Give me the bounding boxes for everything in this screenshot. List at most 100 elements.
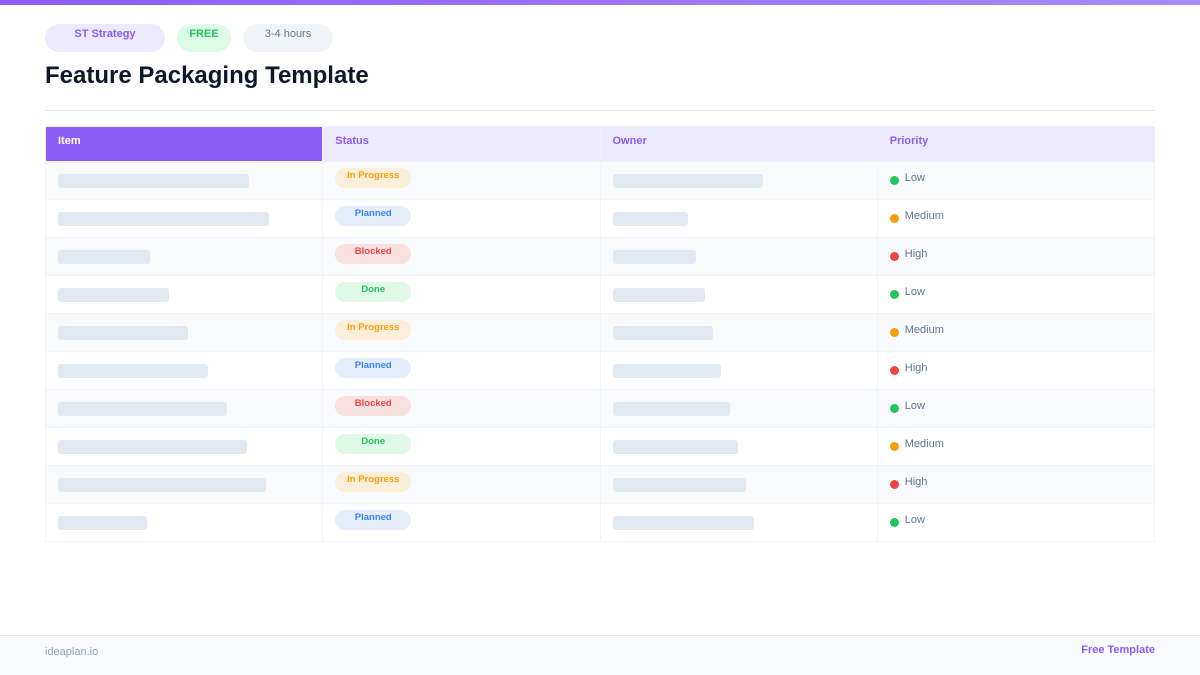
status-cell: In Progress — [322, 465, 601, 504]
status-cell: Planned — [322, 351, 601, 390]
item-placeholder — [58, 439, 247, 454]
item-cell — [44, 313, 324, 352]
priority-dot-icon — [889, 366, 899, 375]
status-cell: Planned — [322, 503, 601, 542]
status-badge: In Progress — [335, 167, 412, 188]
footer-label[interactable]: Free Template — [1081, 644, 1155, 656]
owner-cell — [599, 199, 878, 238]
status-badge: Done — [335, 433, 412, 454]
priority-cell: Low — [876, 503, 1156, 542]
priority-cell: High — [876, 351, 1156, 390]
price-tag: FREE — [177, 24, 231, 52]
priority-label: Low — [904, 172, 925, 184]
priority-label: Medium — [904, 210, 944, 222]
header-priority: Priority — [876, 126, 1156, 162]
item-placeholder — [58, 249, 150, 264]
item-placeholder — [58, 515, 147, 530]
priority-dot-icon — [889, 214, 899, 223]
priority-label: Low — [904, 286, 925, 298]
owner-placeholder — [612, 325, 713, 340]
priority-cell: Low — [876, 389, 1156, 428]
table-row[interactable]: Blocked High — [44, 237, 1156, 276]
priority-label: Low — [904, 514, 925, 526]
status-badge: Planned — [335, 205, 412, 226]
item-cell — [44, 503, 324, 542]
table-row[interactable]: Planned Medium — [44, 199, 1156, 238]
status-cell: In Progress — [322, 313, 601, 352]
template-table: Item Status Owner Priority In Progress L… — [44, 126, 1156, 542]
status-cell: Done — [322, 275, 601, 314]
priority-cell: Medium — [876, 427, 1156, 466]
item-cell — [44, 389, 324, 428]
item-cell — [44, 351, 324, 390]
priority-dot-icon — [889, 328, 899, 337]
priority-label: Medium — [904, 438, 944, 450]
status-cell: In Progress — [322, 161, 601, 200]
top-accent-bar — [0, 0, 1200, 5]
table-row[interactable]: Done Medium — [44, 427, 1156, 466]
item-cell — [44, 161, 324, 200]
status-cell: Planned — [322, 199, 601, 238]
status-cell: Blocked — [322, 237, 601, 276]
owner-cell — [599, 503, 878, 542]
item-cell — [44, 427, 324, 466]
priority-label: High — [904, 476, 928, 488]
owner-cell — [599, 465, 878, 504]
item-placeholder — [58, 211, 269, 226]
owner-cell — [599, 237, 878, 276]
status-badge: Blocked — [335, 395, 412, 416]
table-row[interactable]: In Progress Low — [44, 161, 1156, 200]
item-placeholder — [58, 325, 188, 340]
table-row[interactable]: Planned Low — [44, 503, 1156, 542]
category-tag: ST Strategy — [45, 24, 165, 52]
owner-placeholder — [612, 211, 688, 226]
priority-dot-icon — [889, 404, 899, 413]
duration-tag: 3-4 hours — [243, 24, 333, 52]
priority-dot-icon — [889, 480, 899, 489]
item-cell — [44, 275, 324, 314]
tag-row: ST Strategy FREE 3-4 hours — [45, 24, 333, 52]
item-cell — [44, 465, 324, 504]
priority-label: Medium — [904, 324, 944, 336]
status-badge: Planned — [335, 357, 412, 378]
item-placeholder — [58, 401, 227, 416]
priority-label: Low — [904, 400, 925, 412]
owner-placeholder — [612, 287, 705, 302]
header-item: Item — [44, 126, 324, 162]
owner-placeholder — [612, 249, 696, 264]
status-badge: Done — [335, 281, 412, 302]
priority-dot-icon — [889, 518, 899, 527]
owner-placeholder — [612, 363, 721, 378]
table-row[interactable]: In Progress High — [44, 465, 1156, 504]
owner-placeholder — [612, 515, 754, 530]
item-cell — [44, 199, 324, 238]
priority-cell: High — [876, 237, 1156, 276]
table-row[interactable]: Planned High — [44, 351, 1156, 390]
owner-placeholder — [612, 477, 746, 492]
priority-dot-icon — [889, 252, 899, 261]
item-placeholder — [58, 477, 266, 492]
priority-dot-icon — [889, 290, 899, 299]
priority-cell: Medium — [876, 199, 1156, 238]
footer-site: ideaplan.io — [45, 646, 99, 658]
owner-cell — [599, 313, 878, 352]
divider — [45, 110, 1155, 111]
table-row[interactable]: In Progress Medium — [44, 313, 1156, 352]
owner-cell — [599, 427, 878, 466]
header-status: Status — [322, 126, 601, 162]
status-cell: Blocked — [322, 389, 601, 428]
table-row[interactable]: Blocked Low — [44, 389, 1156, 428]
owner-placeholder — [612, 173, 763, 188]
owner-cell — [599, 275, 878, 314]
priority-cell: Low — [876, 275, 1156, 314]
owner-placeholder — [612, 401, 730, 416]
priority-label: High — [904, 362, 928, 374]
priority-cell: High — [876, 465, 1156, 504]
item-placeholder — [58, 173, 249, 188]
table-row[interactable]: Done Low — [44, 275, 1156, 314]
status-badge: Planned — [335, 509, 412, 530]
priority-dot-icon — [889, 442, 899, 451]
header-owner: Owner — [599, 126, 878, 162]
priority-cell: Low — [876, 161, 1156, 200]
page-title: Feature Packaging Template — [45, 62, 369, 89]
